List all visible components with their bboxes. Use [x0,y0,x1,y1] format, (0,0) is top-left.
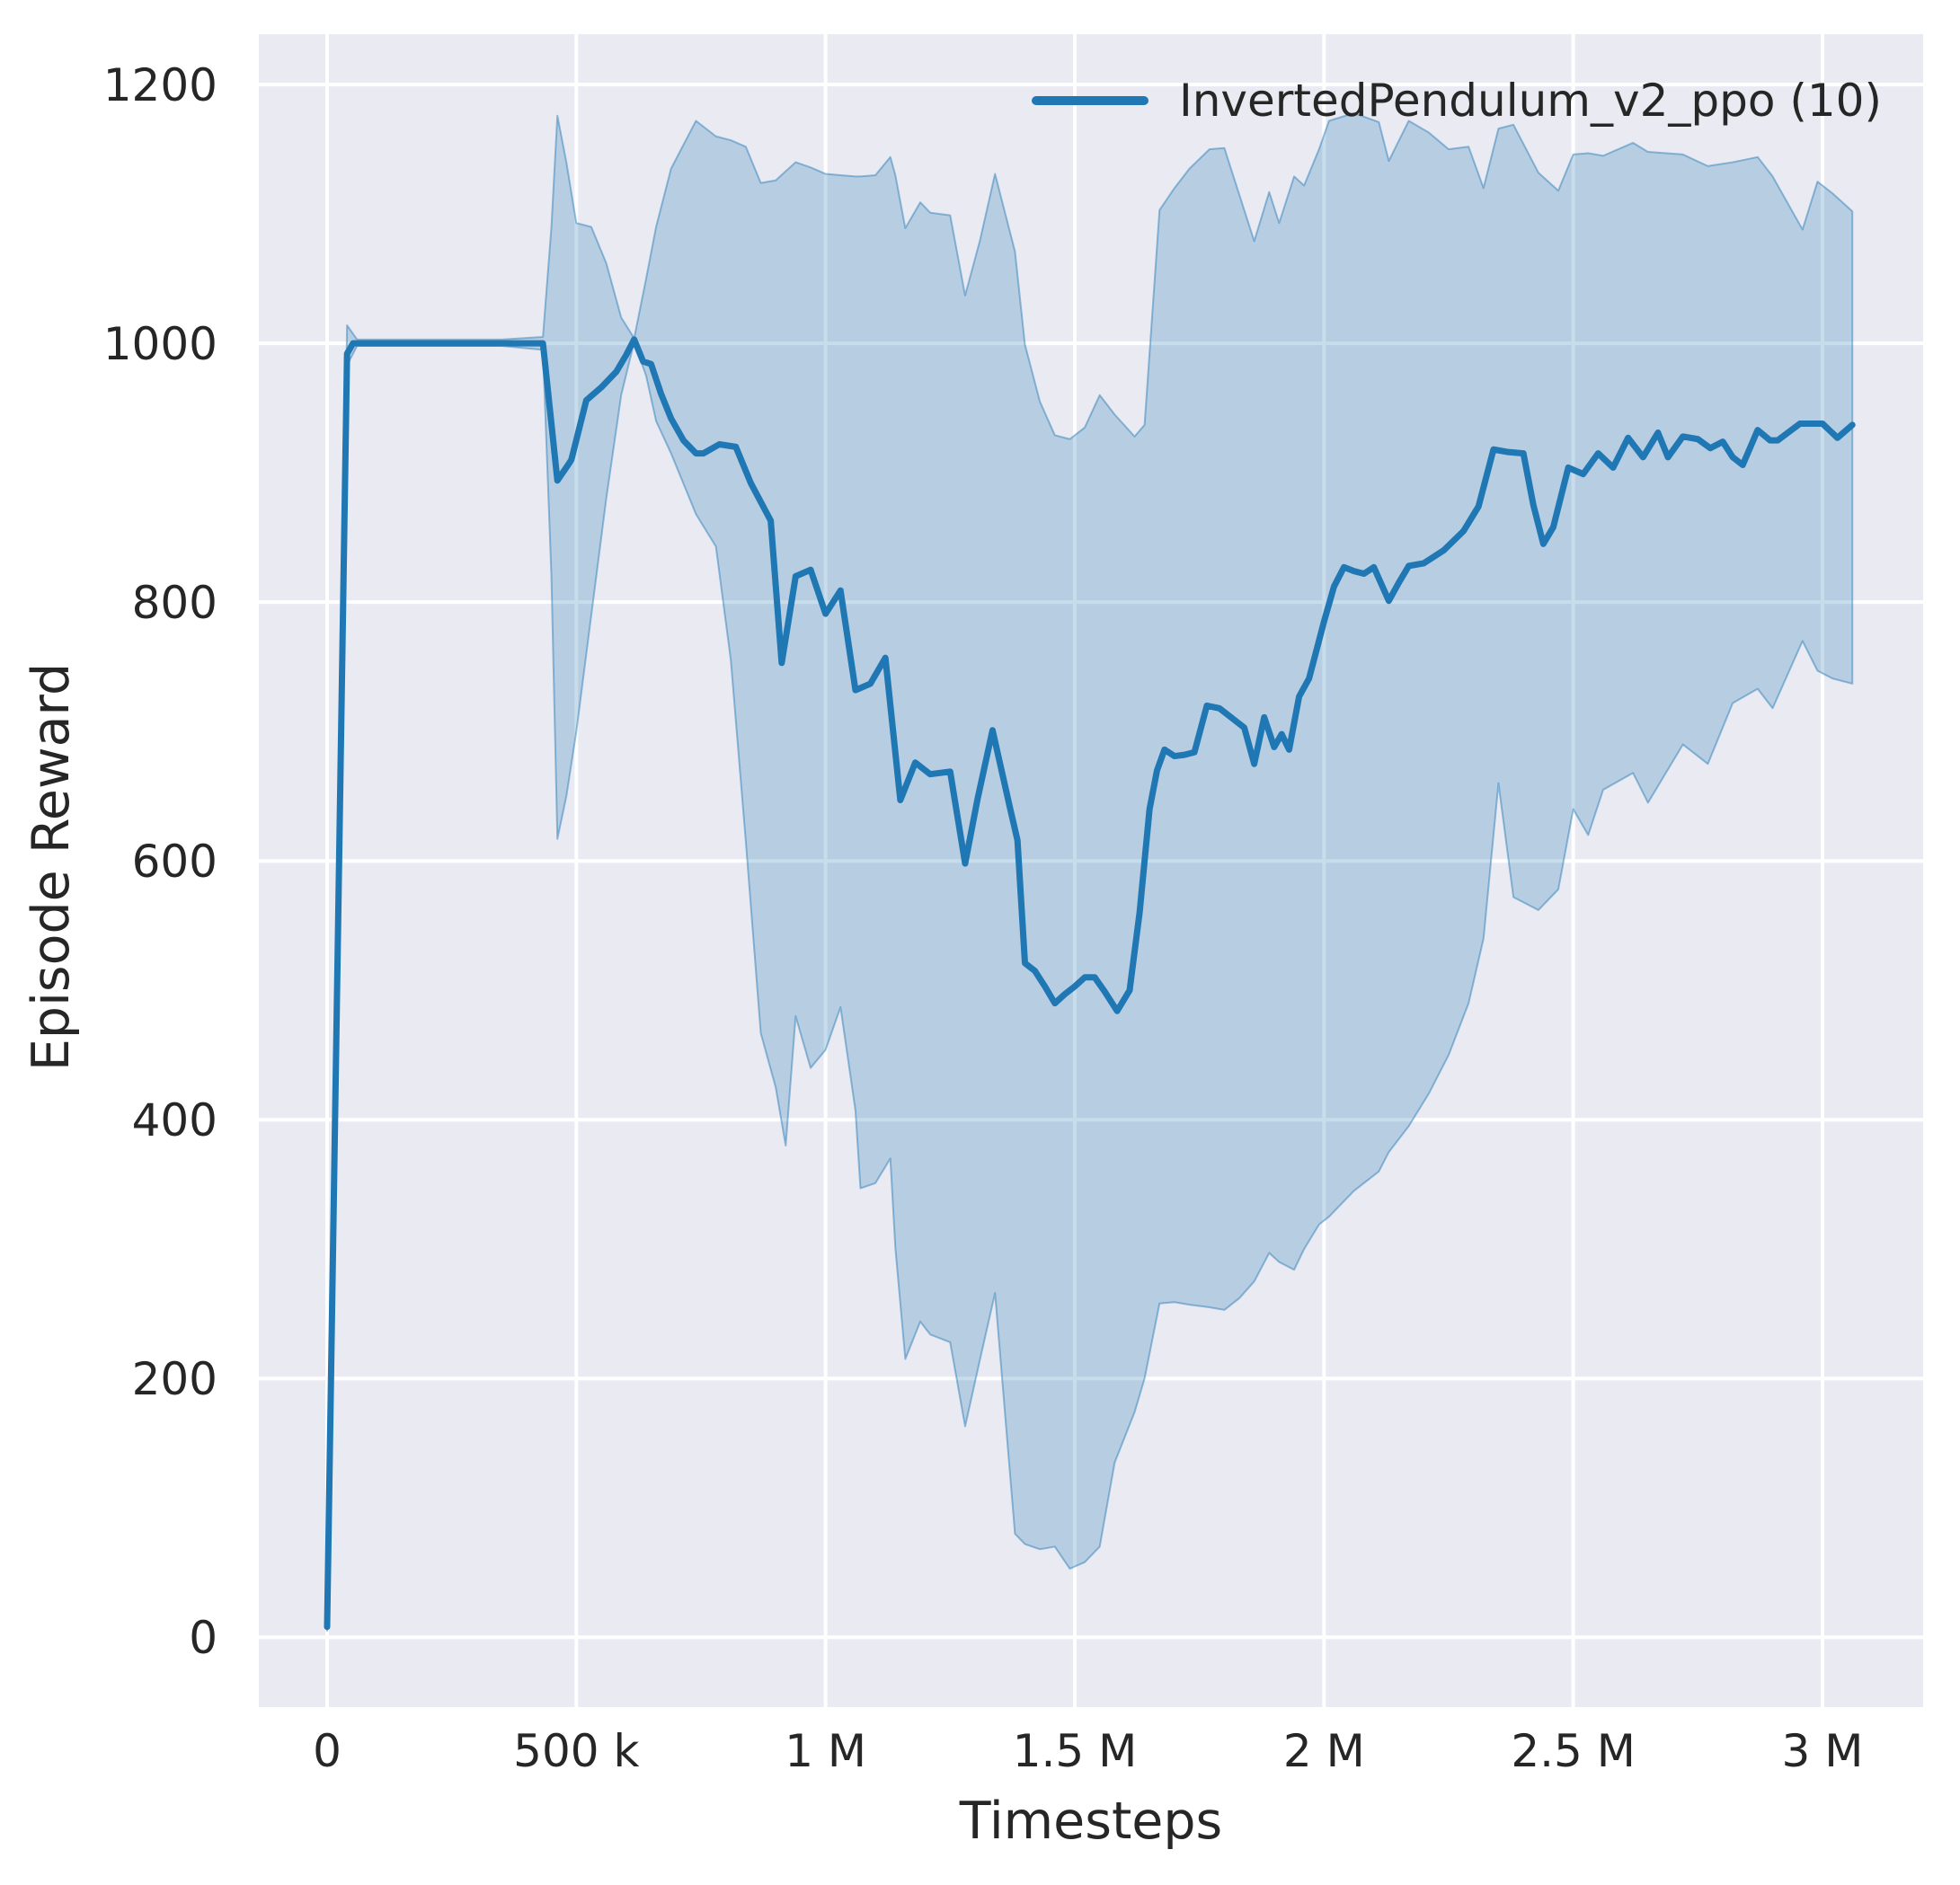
legend-label: InvertedPendulum_v2_ppo (10) [1179,75,1882,127]
y-tick-label: 1000 [103,318,217,370]
confidence-band [325,111,1854,1633]
y-tick-label: 1200 [103,59,217,111]
plot-background [259,34,1923,1707]
y-axis-label: Episode Reward [22,662,81,1072]
x-tick-label: 500 k [513,1725,639,1777]
y-tick-label: 600 [132,836,217,888]
series-line [324,336,1856,1631]
legend-line-swatch [1032,96,1149,105]
x-tick-label: 1.5 M [1013,1725,1138,1777]
y-tick-label: 400 [132,1094,217,1146]
x-tick-label: 3 M [1782,1725,1864,1777]
x-tick-label: 0 [313,1725,341,1777]
y-tick-label: 800 [132,577,217,629]
x-tick-label: 2 M [1283,1725,1365,1777]
legend: InvertedPendulum_v2_ppo (10) [1032,72,1882,129]
y-tick-label: 0 [189,1612,217,1664]
y-tick-label: 200 [132,1353,217,1405]
x-axis-label: Timesteps [959,1792,1223,1851]
x-tick-label: 1 M [785,1725,866,1777]
x-tick-label: 2.5 M [1511,1725,1636,1777]
